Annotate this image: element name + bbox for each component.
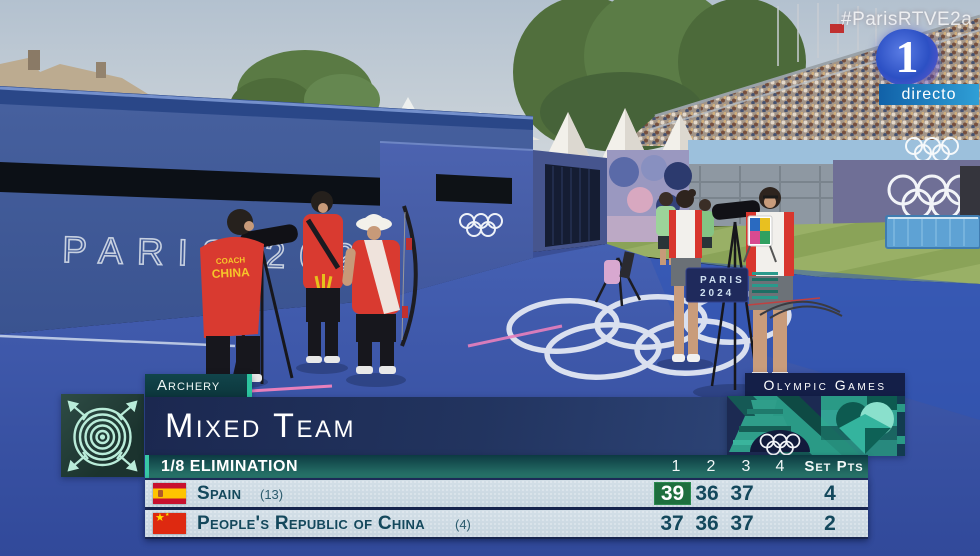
archer-spain-female [669, 189, 702, 362]
live-badge: directo [879, 84, 979, 105]
paris-floor-sign: PARIS 2024 [685, 267, 843, 319]
team-name: People's Republic of China [197, 513, 425, 534]
channel-logo-la1: 1 [876, 29, 938, 85]
team-seed: (13) [260, 487, 284, 502]
event-title: Mixed Team [165, 407, 356, 445]
team-seed: (4) [455, 517, 471, 532]
paris-rooftops [0, 50, 148, 94]
column-header-setpts: Set Pts [804, 458, 864, 475]
team-name: Spain [197, 483, 242, 504]
column-header-set1: 1 [671, 458, 681, 475]
archery-pictogram-icon [61, 394, 144, 477]
archer-china-male [303, 191, 343, 363]
set1-score: 37 [660, 512, 684, 535]
heart-shape [836, 402, 894, 454]
barrier-fence [885, 215, 980, 249]
target-icon [67, 400, 138, 472]
event-label: Olympic Games [745, 373, 905, 397]
column-header-set3: 3 [741, 458, 751, 475]
target-flag-sign [743, 215, 777, 263]
set3-score: 37 [730, 512, 754, 535]
team-row-spain: Spain (13) 39 36 37 4 [145, 480, 868, 507]
set-points: 2 [824, 512, 836, 535]
set2-score: 36 [695, 482, 719, 505]
hashtag-overlay: #ParisRTVE2a [841, 9, 973, 30]
look-olympic-rings [759, 433, 801, 456]
floor-sign-line2: 2024 [700, 288, 734, 299]
set3-score: 37 [730, 482, 754, 505]
set1-score: 39 [654, 482, 691, 505]
bow-stand-towel [594, 251, 642, 307]
channel-logo-number: 1 [895, 31, 919, 82]
doorway-curtain [545, 164, 600, 247]
flag-china [153, 511, 186, 534]
phase-bar: 1/8 ELIMINATION 1 2 3 4 Set Pts [145, 455, 868, 479]
floor-sign-line1: PARIS [700, 275, 745, 286]
archer-china-hat [342, 205, 418, 374]
set2-score: 36 [695, 512, 719, 535]
sport-label: Archery [145, 374, 252, 397]
small-flag [830, 24, 844, 33]
coach-text-line2: CHINA [211, 265, 250, 281]
phase-label: 1/8 ELIMINATION [161, 458, 298, 475]
team-row-china: People's Republic of China (4) 37 36 37 … [145, 510, 868, 537]
flag-spain [153, 483, 186, 504]
arrow-glyphs [67, 400, 138, 472]
column-header-set4: 4 [775, 458, 785, 475]
column-header-set2: 2 [706, 458, 716, 475]
annex-olympic-rings [459, 213, 503, 237]
wall-window-slot [0, 162, 388, 206]
coach-text-line1: COACH [216, 255, 246, 266]
title-bar: Mixed Team [145, 397, 750, 455]
set-points: 4 [824, 482, 836, 505]
paris-look-graphic [727, 396, 905, 456]
